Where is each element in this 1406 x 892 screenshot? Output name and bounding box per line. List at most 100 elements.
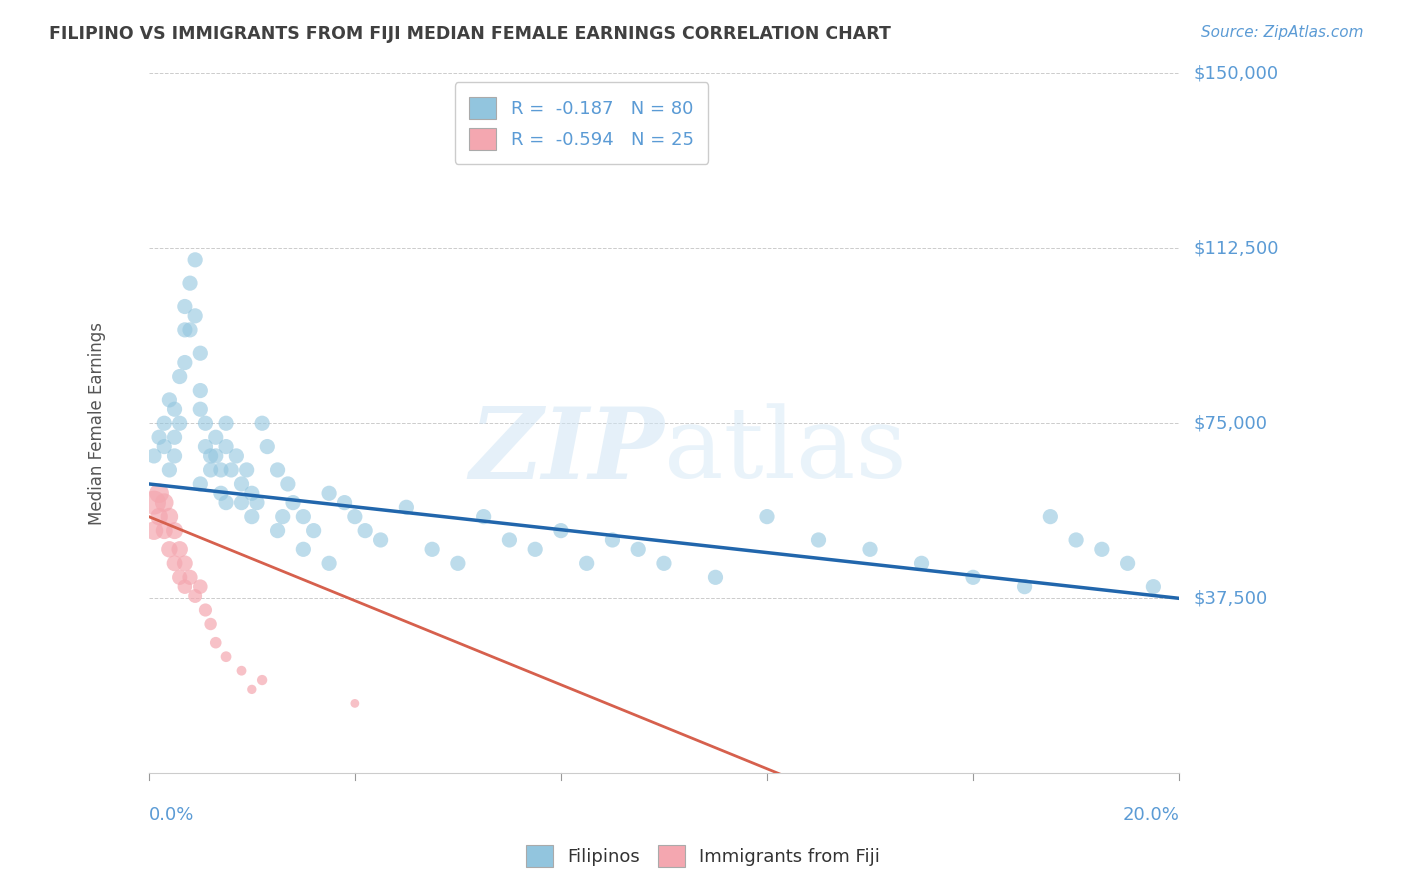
Text: atlas: atlas <box>664 403 907 500</box>
Point <box>277 477 299 491</box>
Point <box>184 309 207 323</box>
Point <box>215 416 238 430</box>
Text: ZIP: ZIP <box>470 403 664 500</box>
Point <box>807 533 830 547</box>
Point <box>169 570 191 584</box>
Point <box>209 486 232 500</box>
Point <box>292 542 315 557</box>
Point <box>200 617 222 632</box>
Point <box>163 430 186 444</box>
Point <box>318 486 340 500</box>
Point <box>142 495 165 509</box>
Point <box>756 509 779 524</box>
Point <box>472 509 495 524</box>
Point <box>148 509 170 524</box>
Point <box>169 542 191 557</box>
Text: Median Female Earnings: Median Female Earnings <box>89 322 107 524</box>
Point <box>153 416 176 430</box>
Point <box>575 557 598 571</box>
Point <box>1064 533 1087 547</box>
Text: Source: ZipAtlas.com: Source: ZipAtlas.com <box>1201 25 1364 40</box>
Point <box>250 673 273 687</box>
Point <box>910 557 932 571</box>
Point <box>179 570 201 584</box>
Point <box>1142 580 1164 594</box>
Point <box>163 524 186 538</box>
Point <box>292 509 315 524</box>
Point <box>266 524 288 538</box>
Point <box>1039 509 1062 524</box>
Text: $150,000: $150,000 <box>1194 64 1278 82</box>
Text: $75,000: $75,000 <box>1194 414 1267 433</box>
Point <box>271 509 294 524</box>
Point <box>173 557 195 571</box>
Point <box>173 323 195 337</box>
Point <box>225 449 247 463</box>
Point <box>231 495 253 509</box>
Point <box>204 636 226 650</box>
Text: $112,500: $112,500 <box>1194 239 1278 257</box>
Point <box>200 449 222 463</box>
Point <box>188 402 211 417</box>
Text: $37,500: $37,500 <box>1194 590 1267 607</box>
Point <box>157 392 180 407</box>
Point <box>343 509 366 524</box>
Point <box>627 542 650 557</box>
Point <box>169 416 191 430</box>
Point <box>962 570 984 584</box>
Point <box>163 449 186 463</box>
Point <box>173 300 195 314</box>
Point <box>333 495 356 509</box>
Text: 0.0%: 0.0% <box>149 806 194 824</box>
Point <box>184 252 207 267</box>
Point <box>231 664 253 678</box>
Point <box>256 440 278 454</box>
Point <box>550 524 572 538</box>
Point <box>235 463 257 477</box>
Point <box>153 524 176 538</box>
Point <box>153 440 176 454</box>
Point <box>169 369 191 384</box>
Point <box>163 557 186 571</box>
Point <box>215 495 238 509</box>
Point <box>148 486 170 500</box>
Point <box>602 533 624 547</box>
Point <box>194 440 217 454</box>
Point <box>240 486 263 500</box>
Point <box>240 509 263 524</box>
Point <box>420 542 443 557</box>
Point <box>354 524 377 538</box>
Point <box>246 495 269 509</box>
Point <box>343 697 366 711</box>
Point <box>266 463 288 477</box>
Point <box>704 570 727 584</box>
Point <box>200 463 222 477</box>
Point <box>188 580 211 594</box>
Legend: Filipinos, Immigrants from Fiji: Filipinos, Immigrants from Fiji <box>519 838 887 874</box>
Point <box>219 463 242 477</box>
Point <box>215 649 238 664</box>
Point <box>302 524 325 538</box>
Point <box>318 557 340 571</box>
Point <box>157 463 180 477</box>
Point <box>281 495 304 509</box>
Point <box>240 682 263 697</box>
Point <box>163 402 186 417</box>
Point <box>1116 557 1139 571</box>
Point <box>231 477 253 491</box>
Point <box>652 557 675 571</box>
Point <box>250 416 273 430</box>
Point <box>194 603 217 617</box>
Text: FILIPINO VS IMMIGRANTS FROM FIJI MEDIAN FEMALE EARNINGS CORRELATION CHART: FILIPINO VS IMMIGRANTS FROM FIJI MEDIAN … <box>49 25 891 43</box>
Point <box>142 449 165 463</box>
Point <box>215 440 238 454</box>
Point <box>194 416 217 430</box>
Legend: R =  -0.187   N = 80, R =  -0.594   N = 25: R = -0.187 N = 80, R = -0.594 N = 25 <box>454 82 709 164</box>
Point <box>179 276 201 290</box>
Point <box>148 430 170 444</box>
Point <box>153 495 176 509</box>
Point <box>188 384 211 398</box>
Point <box>447 557 470 571</box>
Point <box>142 524 165 538</box>
Point <box>204 449 226 463</box>
